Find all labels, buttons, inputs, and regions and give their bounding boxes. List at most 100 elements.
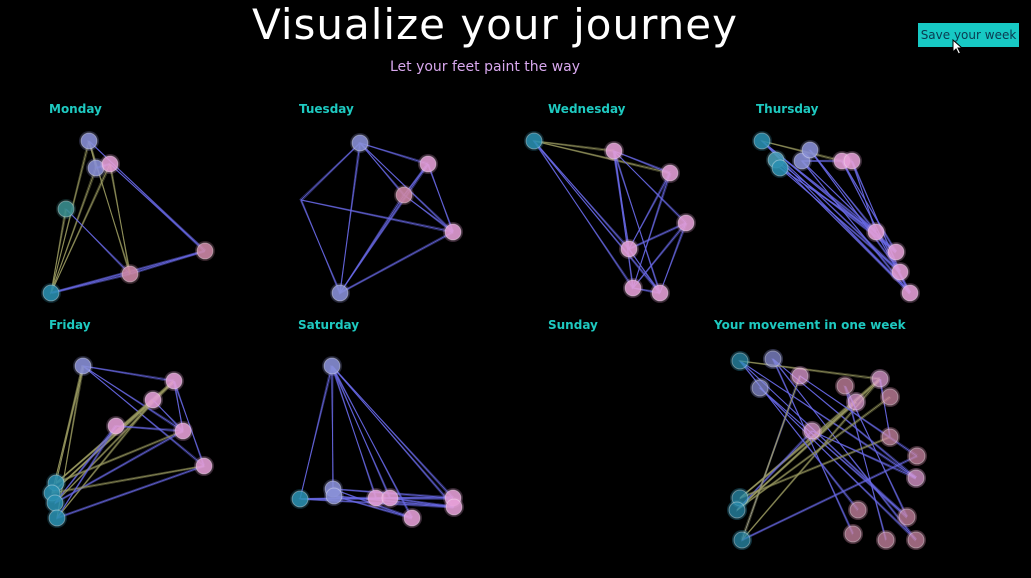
graph-edge (52, 274, 130, 294)
graph-node (907, 469, 925, 487)
graph-node (871, 370, 889, 388)
graph-node (80, 132, 98, 150)
graph-edge (614, 151, 686, 225)
graph-edge (781, 168, 876, 234)
graph-edge (739, 437, 892, 500)
graph-edge (736, 431, 814, 512)
graph-edge (56, 400, 155, 520)
graph-edge (741, 456, 919, 542)
graph-edge (739, 436, 891, 499)
graph-node (867, 223, 885, 241)
graph-node (881, 388, 899, 406)
graph-node (751, 379, 769, 397)
graph-edge (632, 223, 688, 290)
graph-edge (776, 160, 910, 295)
graph-node (196, 242, 214, 260)
graph-edge (51, 465, 205, 494)
graph-edge (389, 497, 455, 508)
graph-edge (50, 164, 112, 295)
graph-edge (56, 366, 85, 520)
graph-edge (56, 466, 206, 520)
graph-wednesday-nodes (524, 131, 696, 303)
graph-node (908, 447, 926, 465)
graph-edge (56, 430, 182, 483)
graph-node (847, 393, 865, 411)
mouse-cursor-icon (952, 39, 964, 55)
graph-edge (629, 249, 660, 295)
graph-edge (82, 365, 175, 382)
graph-edge (50, 209, 68, 295)
graph-wednesday-edges (532, 140, 688, 295)
graph-node (731, 352, 749, 370)
graph-edge (534, 141, 629, 251)
graph-node (121, 265, 139, 283)
graph-edge (741, 361, 916, 480)
graph-edge (54, 430, 184, 504)
graph-saturday-nodes (290, 356, 464, 528)
graph-edge (740, 401, 855, 498)
graph-edge (174, 381, 204, 468)
graph-edge (56, 426, 118, 520)
graph-node (728, 501, 746, 519)
graph-week-edges (736, 358, 919, 542)
graph-node (605, 142, 623, 160)
graph-node (419, 155, 437, 173)
graph-edge (84, 366, 174, 383)
graph-edge (614, 151, 633, 290)
save-week-button[interactable]: Save your week (918, 23, 1019, 47)
graph-edge (301, 143, 360, 201)
graph-edge (360, 143, 404, 197)
graph-node (791, 367, 809, 385)
graph-edge (131, 251, 205, 275)
graph-node (101, 155, 119, 173)
graph-edge (880, 379, 890, 439)
graph-edge (56, 465, 205, 519)
graph-monday-edges (49, 140, 206, 295)
graph-node (445, 498, 463, 516)
graph-edge (332, 366, 453, 500)
graph-edge (115, 425, 184, 432)
graph-node (351, 134, 369, 152)
graph-node (291, 490, 309, 508)
graph-edge (332, 366, 376, 500)
graph-edge (813, 431, 916, 480)
graph-thursday-nodes (752, 131, 920, 303)
graph-edge (535, 141, 670, 175)
graph-edge (773, 359, 916, 542)
graph-edge (391, 498, 454, 509)
graph-edge (300, 142, 361, 201)
graph-node (620, 240, 638, 258)
graph-node (801, 141, 819, 159)
panel-label-monday: Monday (49, 102, 102, 116)
graph-node (144, 391, 162, 409)
page-title: Visualize your journey (252, 0, 738, 49)
graph-node (793, 152, 811, 170)
graph-edge (742, 377, 800, 541)
graph-edge (129, 250, 206, 275)
graph-edge (117, 426, 183, 433)
graph-edge (335, 496, 412, 520)
graph-edge (359, 142, 429, 165)
graph-edge (761, 140, 843, 162)
graph-node (898, 508, 916, 526)
panel-label-friday: Friday (49, 318, 91, 332)
graph-edge (55, 430, 184, 484)
graph-node (331, 284, 349, 302)
graph-node (395, 186, 413, 204)
graph-edge (810, 150, 876, 234)
graph-node (891, 263, 909, 281)
graph-edge (842, 161, 896, 254)
graph-edge (535, 141, 614, 153)
graph-edge (332, 366, 390, 500)
graph-edge (339, 164, 430, 295)
graph-edge (629, 222, 685, 249)
graph-edge (802, 161, 910, 295)
graph-edge (339, 195, 406, 295)
graph-edge (534, 141, 633, 290)
graph-node (849, 501, 867, 519)
graph-node (887, 243, 905, 261)
panel-label-tuesday: Tuesday (299, 102, 354, 116)
graph-node (403, 509, 421, 527)
